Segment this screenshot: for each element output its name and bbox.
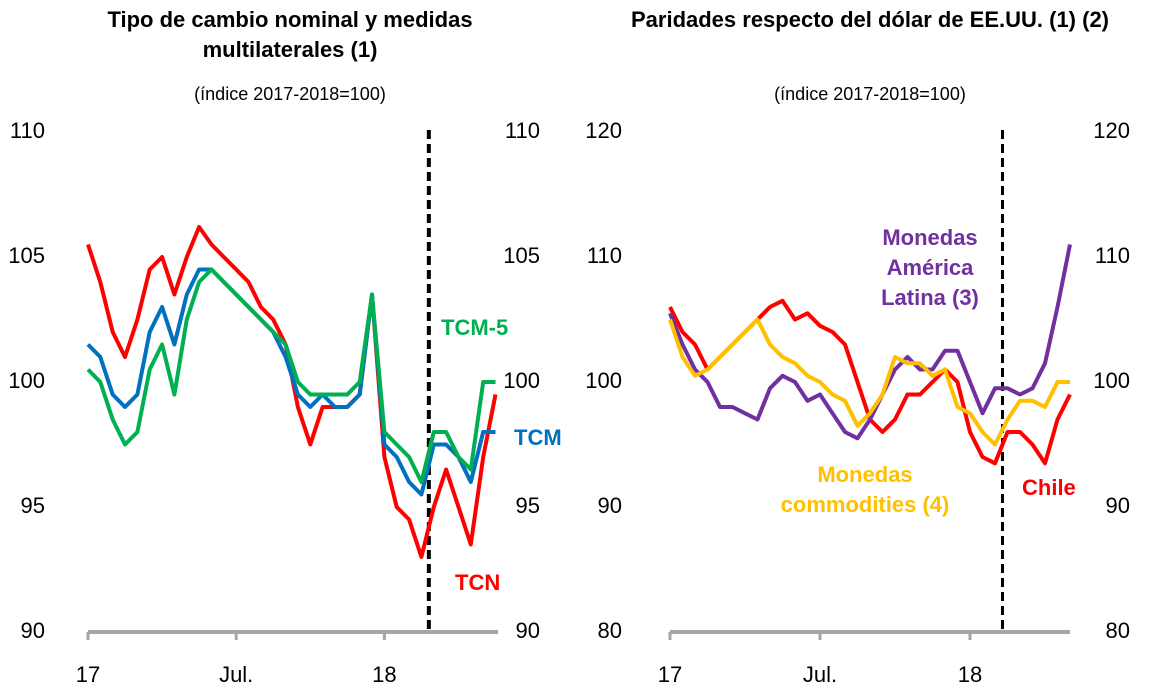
series-label: Monedas América Latina (3) (881, 225, 979, 310)
x-tick-label: 17 (658, 662, 682, 687)
series-line (86, 225, 498, 559)
y-tick-label: 80 (598, 618, 622, 643)
chart-subtitle: (índice 2017-2018=100) (194, 84, 386, 104)
series-label: TCN (455, 570, 501, 595)
y-tick-label: 90 (21, 618, 45, 643)
y2-tick-label: 100 (503, 368, 540, 393)
y-tick-label: 100 (8, 368, 45, 393)
series-line (668, 244, 1072, 441)
y-tick-label: 110 (10, 118, 45, 143)
x-tick-label: 18 (958, 662, 982, 687)
y2-tick-label: 100 (1093, 368, 1130, 393)
series-line (668, 298, 1072, 466)
series-label: TCM (514, 425, 562, 450)
y2-tick-label: 120 (1093, 118, 1130, 143)
y-tick-label: 120 (585, 118, 622, 143)
series-line (86, 267, 496, 497)
y-tick-label: 110 (587, 243, 622, 268)
y2-tick-label: 105 (503, 243, 540, 268)
x-tick-label: Jul. (219, 662, 253, 687)
chart-title: Paridades respecto del dólar de EE.UU. (… (630, 7, 1110, 32)
y-tick-label: 105 (8, 243, 45, 268)
y2-tick-label: 95 (516, 493, 540, 518)
y2-tick-label: 80 (1106, 618, 1130, 643)
chart-subtitle: (índice 2017-2018=100) (774, 84, 966, 104)
y-tick-label: 95 (21, 493, 45, 518)
series-line (86, 267, 496, 484)
y2-tick-label: 90 (1106, 493, 1130, 518)
chart-title: Tipo de cambio nominal y medidas multila… (107, 7, 473, 62)
y2-tick-label: 110 (1095, 243, 1130, 268)
y2-tick-label: 110 (505, 118, 540, 143)
series-label: Chile (1022, 475, 1076, 500)
y-tick-label: 90 (598, 493, 622, 518)
x-tick-label: 17 (76, 662, 100, 687)
y2-tick-label: 90 (516, 618, 540, 643)
series-label: Monedas commodities (4) (780, 462, 950, 517)
x-tick-label: Jul. (803, 662, 837, 687)
series-line (668, 317, 1070, 447)
x-tick-label: 18 (372, 662, 396, 687)
series-label: TCM-5 (441, 315, 509, 340)
y-tick-label: 100 (585, 368, 622, 393)
